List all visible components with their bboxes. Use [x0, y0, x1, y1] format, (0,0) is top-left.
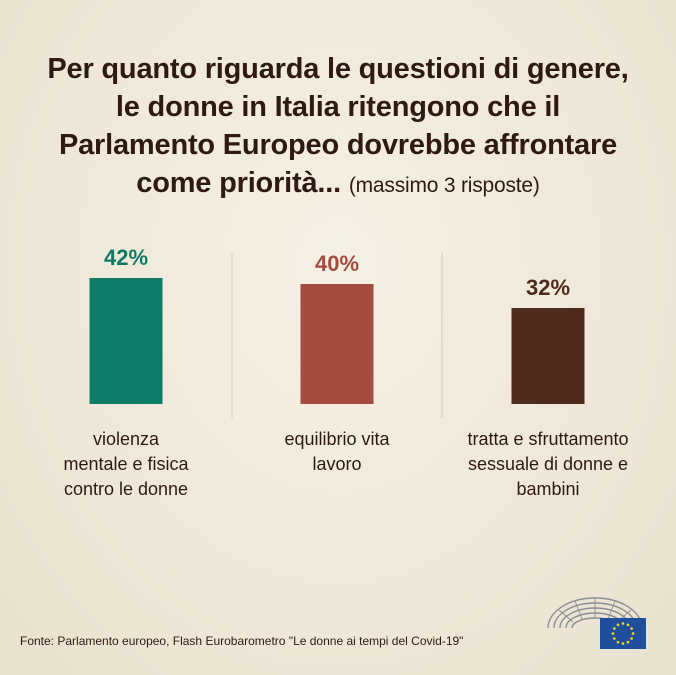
eu-star — [626, 640, 630, 644]
eu-star — [621, 622, 625, 625]
title-line-3: Parlamento Europeo dovrebbe affrontare — [58, 129, 617, 161]
category-label-1-line-1: violenza — [93, 429, 160, 449]
eu-star — [630, 627, 633, 630]
category-label-3-line-1: tratta e sfruttamento — [467, 429, 628, 449]
chart-title: Per quanto riguarda le questioni di gene… — [0, 50, 676, 205]
eu-star — [616, 640, 620, 644]
category-label-2-line-1: equilibrio vita — [284, 429, 390, 449]
eu-star — [613, 637, 616, 640]
eu-star — [621, 642, 625, 645]
eu-star — [631, 632, 635, 635]
category-label-3-line-3: bambini — [516, 479, 579, 499]
title-line-2: le donne in Italia ritengono che il — [115, 91, 561, 123]
source-note: Fonte: Parlamento europeo, Flash Eurobar… — [20, 634, 464, 648]
value-label-3: 32% — [526, 275, 570, 300]
eu-stars — [611, 622, 635, 645]
bar-3 — [511, 308, 585, 404]
title-priority-text: come priorità... — [136, 167, 341, 199]
bar-2 — [300, 284, 374, 404]
value-label-1: 42% — [104, 245, 148, 270]
category-label-2-line-2: lavoro — [312, 454, 361, 474]
category-label-3-line-2: sessuale di donne e — [468, 454, 628, 474]
value-label-2: 40% — [315, 251, 359, 276]
title-line-4: come priorità... (massimo 3 risposte) — [0, 164, 676, 205]
eu-star — [616, 623, 620, 627]
title-line-1: Per quanto riguarda le questioni di gene… — [47, 53, 629, 85]
category-label-1-line-2: mentale e fisica — [63, 454, 189, 474]
european-parliament-logo-icon — [547, 597, 646, 649]
category-label-1-line-3: contro le donne — [64, 479, 188, 499]
eu-star — [626, 623, 630, 627]
hemicycle-seats — [558, 598, 632, 623]
eu-star — [613, 627, 616, 630]
eu-star — [611, 632, 615, 635]
bar-1 — [89, 278, 163, 404]
eu-star — [630, 637, 633, 640]
title-note: (massimo 3 risposte) — [348, 174, 540, 197]
